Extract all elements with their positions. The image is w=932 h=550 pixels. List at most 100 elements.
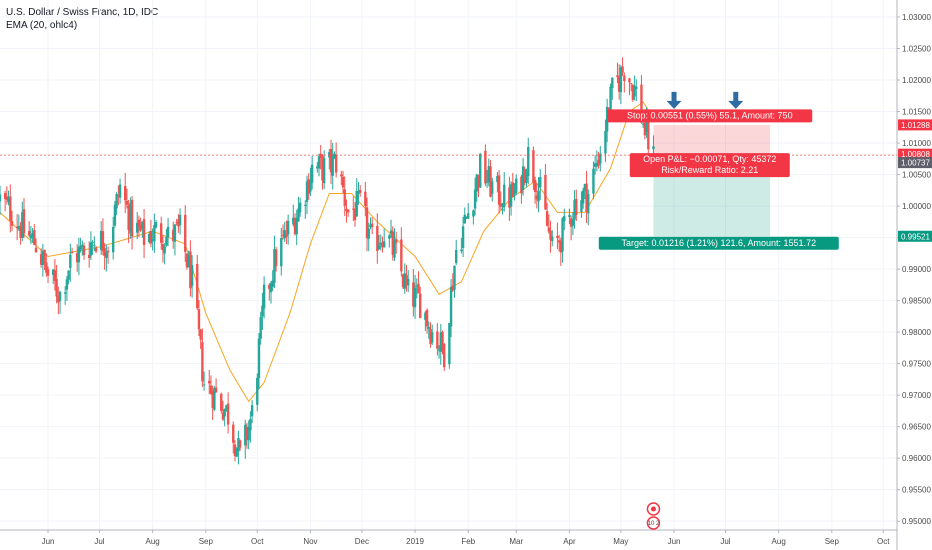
- candle-body: [249, 419, 252, 431]
- target-label-box: [598, 236, 839, 250]
- candle-body: [532, 150, 535, 183]
- candle-body: [211, 391, 214, 408]
- y-tick-label: 1.00500: [902, 171, 931, 180]
- indicator-title[interactable]: EMA (20, ohlc4): [6, 20, 78, 31]
- candle-body: [441, 331, 444, 348]
- candle-body: [394, 239, 398, 244]
- x-tick-label: Oct: [877, 537, 890, 546]
- candle-body: [317, 156, 321, 169]
- candle-body: [91, 241, 94, 243]
- candle-body: [69, 254, 72, 268]
- ema-series: [0, 101, 654, 403]
- y-tick-label: 0.97000: [902, 391, 931, 400]
- candle-body: [628, 78, 631, 83]
- candle-body: [355, 190, 358, 217]
- candle-body: [127, 205, 130, 231]
- candle-body: [101, 231, 105, 251]
- pnl-label[interactable]: Open P&L: −0.00071, Qty: 45372Risk/Rewar…: [629, 153, 790, 178]
- candle-body: [633, 85, 636, 97]
- candle-body: [283, 230, 286, 239]
- candle-body: [331, 155, 334, 176]
- candle-body: [580, 200, 583, 212]
- x-tick-label: Nov: [303, 537, 317, 546]
- event-badge-icon[interactable]: [646, 516, 661, 530]
- candle-body: [172, 229, 175, 242]
- candle-body: [280, 238, 283, 267]
- candle-body: [82, 245, 86, 256]
- candle-body: [629, 83, 633, 85]
- pnl-label-box: [629, 153, 790, 178]
- symbol-title[interactable]: U.S. Dollar / Swiss Franc, 1D, IDC: [6, 7, 159, 18]
- candle-body: [136, 222, 139, 233]
- stop-label[interactable]: Stop: 0.00551 (0.55%) 55.1, Amount: 750: [607, 109, 813, 123]
- candle-body: [535, 195, 539, 200]
- candle-body: [238, 440, 242, 448]
- grid-lines: [0, 0, 897, 530]
- candle-body: [599, 153, 602, 164]
- candle-body: [304, 204, 307, 206]
- candle-body: [419, 293, 422, 318]
- candle-body: [393, 241, 396, 258]
- candle-body: [307, 179, 310, 194]
- candle-body: [415, 285, 418, 287]
- candle-body: [81, 244, 84, 247]
- candle-body: [130, 200, 134, 237]
- candle-body: [573, 200, 576, 220]
- candle-body: [262, 284, 266, 309]
- target-label-text: Target: 0.01216 (1.21%) 121.6, Amount: 1…: [621, 238, 816, 248]
- candle-body: [559, 240, 563, 253]
- annotation-arrows[interactable]: [666, 91, 744, 109]
- target-price-tag-bg: [898, 230, 932, 242]
- candle-body: [520, 176, 523, 194]
- axes: [0, 0, 898, 550]
- stop-zone[interactable]: [653, 124, 771, 156]
- candle-body: [609, 86, 612, 118]
- x-tick-label: Jun: [668, 537, 681, 546]
- candle-body: [247, 427, 250, 441]
- candle-body: [341, 176, 345, 188]
- candle-body: [358, 189, 362, 193]
- candle-body: [568, 214, 571, 218]
- candle-body: [521, 166, 525, 191]
- candle-body: [583, 184, 587, 191]
- stop-price-tag-text: 1.01288: [901, 121, 930, 130]
- target-label[interactable]: Target: 0.01216 (1.21%) 121.6, Amount: 1…: [598, 236, 839, 250]
- down-arrow-icon[interactable]: [666, 91, 682, 109]
- x-tick-label: Jun: [42, 537, 55, 546]
- candle-body: [463, 214, 466, 224]
- candle-body: [508, 187, 511, 208]
- candle-body: [357, 191, 360, 194]
- candle-body: [106, 250, 110, 253]
- candle-body: [431, 332, 434, 343]
- candle-body: [53, 270, 57, 282]
- candle-body: [79, 245, 82, 250]
- candle-body: [27, 230, 31, 236]
- candle-body: [43, 249, 46, 263]
- candle-body: [425, 309, 429, 327]
- candle-body: [460, 249, 463, 252]
- candle-body: [57, 295, 60, 303]
- candle-body: [89, 242, 93, 256]
- candle-body: [319, 153, 322, 158]
- short-position-tool[interactable]: [653, 124, 771, 237]
- candle-body: [329, 149, 333, 173]
- candle-body: [467, 213, 470, 219]
- position-labels[interactable]: Stop: 0.00551 (0.55%) 55.1, Amount: 750 O…: [598, 109, 839, 250]
- event-badge[interactable]: 10 2: [646, 502, 661, 530]
- candle-body: [645, 119, 648, 132]
- candle-body: [178, 214, 182, 225]
- candle-body: [547, 227, 551, 232]
- candle-body: [175, 222, 178, 224]
- candle-body: [199, 329, 202, 340]
- candle-body: [125, 200, 129, 205]
- x-tick-label: Jul: [94, 537, 104, 546]
- candle-body: [87, 254, 91, 259]
- stop-label-text: Stop: 0.00551 (0.55%) 55.1, Amount: 750: [627, 110, 793, 120]
- x-tick-label: Aug: [146, 537, 160, 546]
- candle-body: [31, 233, 34, 238]
- pnl-label-text: Risk/Reward Ratio: 2.21: [661, 165, 758, 175]
- down-arrow-icon[interactable]: [728, 91, 744, 109]
- candle-body: [115, 194, 118, 209]
- candle-body: [148, 233, 151, 243]
